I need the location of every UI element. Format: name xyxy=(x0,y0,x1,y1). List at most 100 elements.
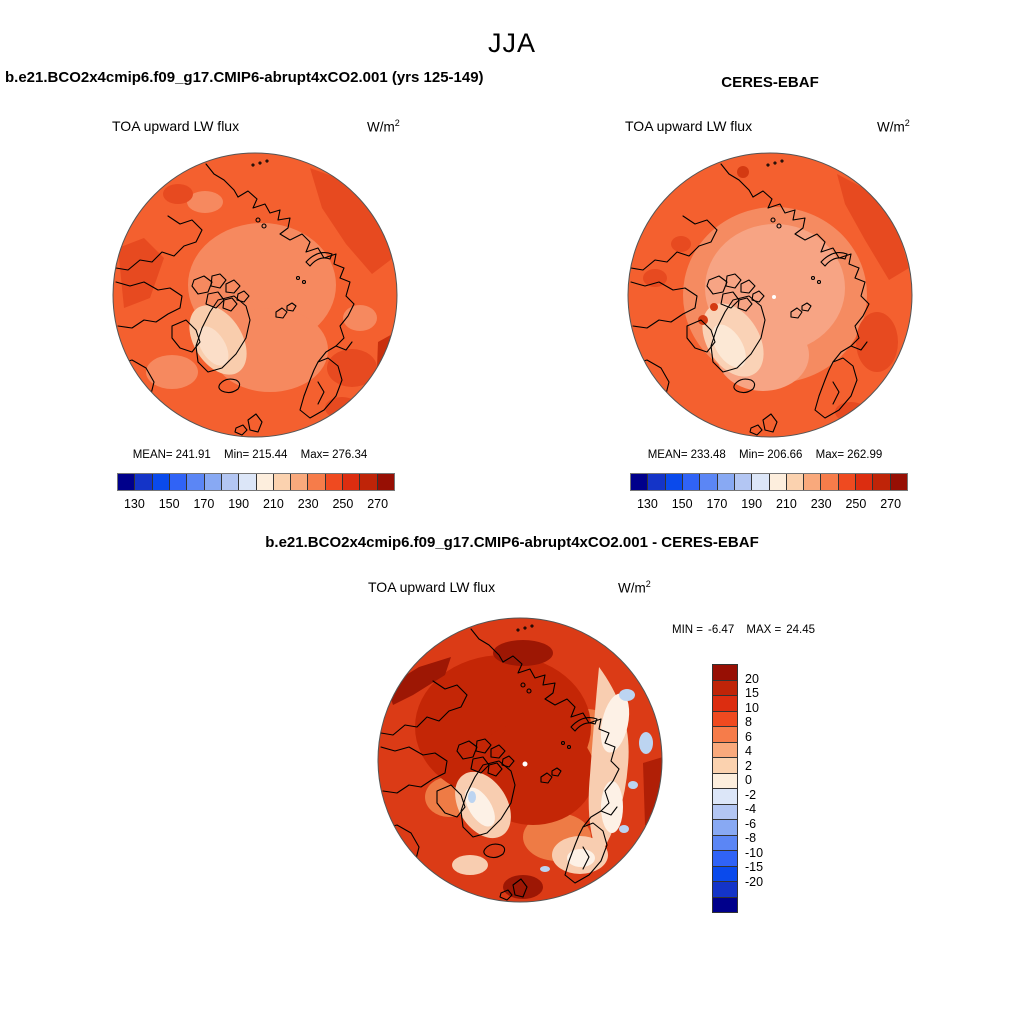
min-value: 206.66 xyxy=(767,449,803,461)
colorbar-tick-label: 190 xyxy=(741,497,763,511)
colorbar-segment xyxy=(377,474,394,490)
max-value: 24.45 xyxy=(786,624,816,636)
colorbar-segment xyxy=(713,866,737,882)
colorbar-segment xyxy=(713,789,737,805)
max-value: 262.99 xyxy=(847,449,883,461)
obs-colorbar: 130 150 170 190 210 230 250 270 xyxy=(630,473,908,513)
colorbar-tick-label: 210 xyxy=(262,497,284,511)
colorbar-tick-label: 20 xyxy=(745,671,759,686)
colorbar-segment xyxy=(821,474,839,490)
max-label: Max= xyxy=(815,449,845,461)
diff-panel-title: b.e21.BCO2x4cmip6.f09_g17.CMIP6-abrupt4x… xyxy=(265,534,759,551)
min-label: Min= xyxy=(739,449,765,461)
units-base: W/m xyxy=(367,119,395,135)
colorbar-segment xyxy=(187,474,205,490)
colorbar-tick-label: -10 xyxy=(745,845,764,860)
model-stats: MEAN= 241.91 Min= 215.44 Max= 276.34 xyxy=(110,449,400,461)
mean-value: 233.48 xyxy=(690,449,726,461)
colorbar-segment xyxy=(713,665,737,681)
colorbar-segment xyxy=(325,474,344,490)
colorbar-tick-label: -6 xyxy=(745,816,757,831)
colorbar-segment xyxy=(239,474,257,490)
obs-units-label: W/m2 xyxy=(877,118,910,135)
colorbar-tick-label: 270 xyxy=(367,497,389,511)
diff-stats: MIN = -6.47 MAX = 24.45 xyxy=(672,624,824,636)
colorbar-strip xyxy=(117,473,395,491)
page-title: JJA xyxy=(487,28,536,58)
obs-stats: MEAN= 233.48 Min= 206.66 Max= 262.99 xyxy=(625,449,915,461)
colorbar-segment xyxy=(713,696,737,712)
colorbar-segment xyxy=(713,882,737,898)
colorbar-segment xyxy=(256,474,274,490)
colorbar-segment xyxy=(631,474,649,490)
colorbar-segment xyxy=(343,474,361,490)
colorbar-segment xyxy=(786,474,805,490)
colorbar-tick-label: 270 xyxy=(880,497,902,511)
max-label: MAX = xyxy=(746,624,782,636)
colorbar-tick-label: -2 xyxy=(745,787,757,802)
max-label: Max= xyxy=(300,449,330,461)
colorbar-tick-label: 150 xyxy=(671,497,693,511)
model-map xyxy=(112,152,398,438)
min-label: MIN = xyxy=(672,624,703,636)
min-value: -6.47 xyxy=(708,624,735,636)
colorbar-segment xyxy=(752,474,770,490)
colorbar-tick-label: 230 xyxy=(297,497,319,511)
units-exponent: 2 xyxy=(645,579,651,589)
max-value: 276.34 xyxy=(332,449,368,461)
obs-map xyxy=(627,152,913,438)
colorbar-segment xyxy=(700,474,718,490)
colorbar-segment xyxy=(838,474,857,490)
colorbar-segment xyxy=(769,474,787,490)
colorbar-tick-label: 130 xyxy=(123,497,145,511)
diff-colorbar: 20 15 10 8 6 4 2 0 -2 -4 -6 -8 -10 -15 -20 xyxy=(712,664,782,913)
colorbar-segment xyxy=(713,758,737,774)
mean-label: MEAN= xyxy=(132,449,173,461)
colorbar-tick-label: 190 xyxy=(228,497,250,511)
colorbar-tick-label: -20 xyxy=(745,874,764,889)
colorbar-tick-label: -15 xyxy=(745,860,764,874)
diff-units-label: W/m2 xyxy=(618,579,651,596)
colorbar-segment xyxy=(169,474,188,490)
mean-label: MEAN= xyxy=(647,449,688,461)
mean-value: 241.91 xyxy=(175,449,211,461)
colorbar-tick-label: 4 xyxy=(745,744,752,758)
colorbar-segment xyxy=(804,474,822,490)
colorbar-tick-label: 150 xyxy=(158,497,180,511)
obs-panel-title: CERES-EBAF xyxy=(721,74,819,91)
colorbar-segment xyxy=(713,742,737,758)
colorbar-segment xyxy=(890,474,907,490)
colorbar-segment xyxy=(734,474,753,490)
colorbar-segment xyxy=(648,474,666,490)
model-variable-label: TOA upward LW flux xyxy=(112,118,240,134)
colorbar-segment xyxy=(856,474,874,490)
colorbar-tick-label: 8 xyxy=(745,715,752,729)
colorbar-strip xyxy=(630,473,908,491)
colorbar-tick-label: 170 xyxy=(193,497,215,511)
colorbar-segment xyxy=(308,474,326,490)
colorbar-tick-label: -8 xyxy=(745,831,757,845)
colorbar-segment xyxy=(713,897,737,912)
model-colorbar: 130 150 170 190 210 230 250 270 xyxy=(117,473,395,513)
colorbar-segment xyxy=(713,851,737,867)
colorbar-tick-label: 10 xyxy=(745,700,759,715)
colorbar-segment xyxy=(713,680,737,696)
diff-variable-label: TOA upward LW flux xyxy=(368,579,496,595)
colorbar-tick-label: 6 xyxy=(745,729,752,744)
colorbar-segment xyxy=(713,820,737,836)
colorbar-segment xyxy=(717,474,735,490)
colorbar-segment xyxy=(713,727,737,743)
units-exponent: 2 xyxy=(394,118,400,128)
colorbar-tick-label: 130 xyxy=(636,497,658,511)
colorbar-segment xyxy=(682,474,701,490)
colorbar-segment xyxy=(204,474,222,490)
colorbar-segment xyxy=(360,474,378,490)
colorbar-segment xyxy=(713,835,737,851)
units-base: W/m xyxy=(877,119,905,135)
colorbar-tick-label: 15 xyxy=(745,686,759,700)
units-base: W/m xyxy=(618,580,646,596)
colorbar-tick-label: 250 xyxy=(845,497,867,511)
colorbar-strip xyxy=(712,664,738,913)
colorbar-segment xyxy=(713,711,737,727)
colorbar-segment xyxy=(665,474,683,490)
